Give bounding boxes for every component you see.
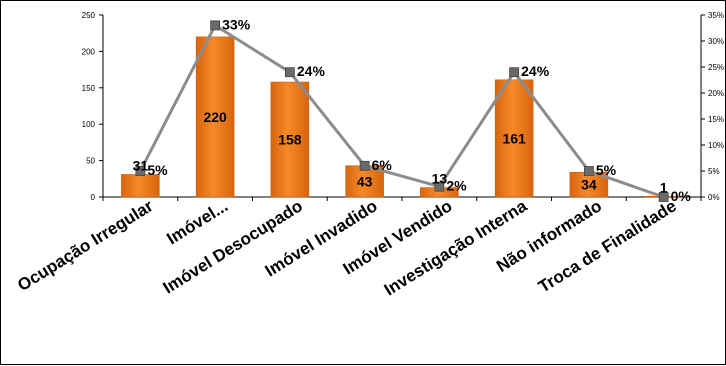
- percent-point: [284, 67, 295, 78]
- y-left-tick-label: 100: [82, 120, 96, 129]
- bar: [195, 36, 235, 198]
- bar-value-label: 31: [133, 157, 149, 173]
- percent-label: 33%: [222, 16, 251, 32]
- percent-point: [135, 166, 146, 176]
- y-right-tick-label: 25%: [708, 63, 724, 72]
- y-right-tick-label: 30%: [708, 37, 724, 46]
- category-label: Imóvel Desocupado: [160, 196, 306, 297]
- bars-layer: [121, 36, 683, 198]
- bar-value-label: 1: [660, 179, 668, 195]
- percent-point: [434, 181, 445, 192]
- y-left-tick-label: 50: [86, 157, 95, 166]
- percent-point: [583, 166, 594, 176]
- bar: [345, 165, 384, 198]
- y-right-tick-label: 0%: [708, 193, 720, 202]
- y-right-tick-label: 35%: [708, 11, 724, 20]
- percent-label: 24%: [297, 63, 326, 79]
- percent-point: [658, 192, 669, 202]
- percent-label: 2%: [446, 178, 467, 194]
- y-right-tick-label: 5%: [708, 167, 720, 176]
- percent-label: 6%: [372, 157, 393, 173]
- line-layer: [135, 20, 669, 202]
- bar-value-label: 43: [357, 173, 373, 189]
- percent-point: [509, 67, 520, 78]
- category-label: Imóvel...: [163, 196, 231, 248]
- y-left-tick-label: 150: [82, 84, 96, 93]
- bar-value-label: 13: [432, 171, 448, 187]
- bar: [270, 81, 310, 198]
- category-label: Troca de Finalidade: [535, 196, 680, 296]
- y-left-tick-label: 250: [82, 11, 96, 20]
- y-right-tick-label: 15%: [708, 115, 724, 124]
- percent-point: [210, 20, 221, 31]
- category-label: Ocupação Irregular: [14, 196, 157, 295]
- y-left-tick-label: 0: [91, 193, 96, 202]
- percent-point: [359, 160, 370, 171]
- bar-value-label: 220: [203, 109, 227, 125]
- labels-layer: 31 220 158 43 13 161 34 1 5% 33% 24% 6% 2% 24% 5% 0% Ocu…: [14, 16, 691, 299]
- percent-line: [139, 23, 665, 199]
- bar-value-label: 161: [502, 130, 526, 146]
- y-right-tick-label: 10%: [708, 141, 724, 150]
- percent-label: 24%: [521, 63, 550, 79]
- bar-value-label: 158: [278, 131, 302, 147]
- bar: [494, 79, 534, 198]
- percent-label: 0%: [671, 188, 692, 204]
- y-right-tick-label: 20%: [708, 89, 724, 98]
- percent-label: 5%: [596, 162, 617, 178]
- percent-label: 5%: [147, 162, 168, 178]
- bar-value-label: 34: [581, 177, 597, 193]
- category-label: Investigação Interna: [381, 196, 531, 300]
- y-left-tick-label: 200: [82, 47, 96, 56]
